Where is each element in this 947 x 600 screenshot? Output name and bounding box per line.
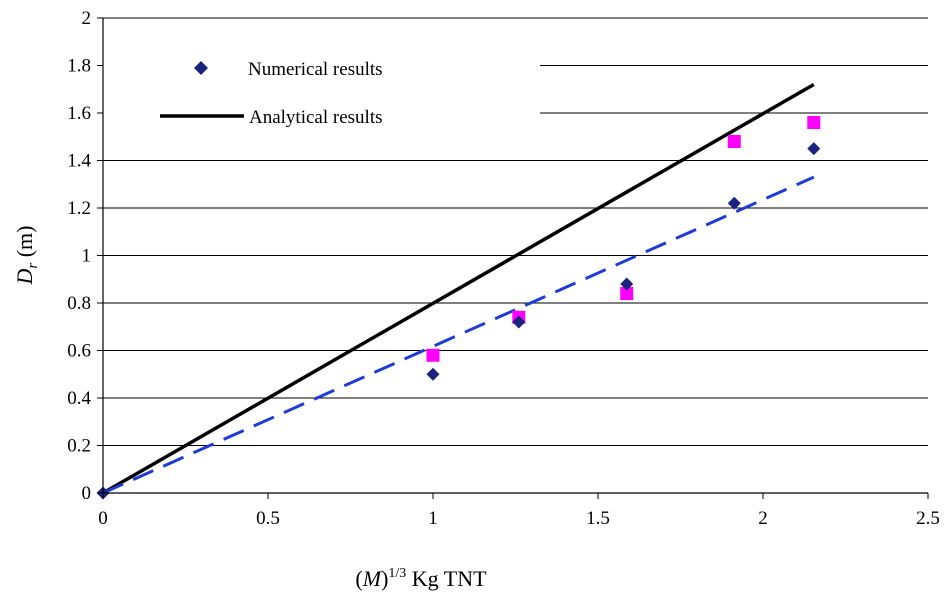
y-tick-label: 1 bbox=[82, 246, 92, 267]
legend-label: Numerical results bbox=[248, 59, 383, 80]
y-tick-label: 1.4 bbox=[67, 151, 91, 172]
y-tick-label: 1.6 bbox=[67, 103, 91, 124]
y-tick-label: 2 bbox=[82, 8, 92, 29]
grid bbox=[103, 17, 928, 446]
x-tick-label: 0 bbox=[98, 508, 108, 529]
plot-marks bbox=[96, 82, 821, 500]
square-point bbox=[620, 287, 634, 300]
numerical-point bbox=[727, 196, 741, 210]
square-point bbox=[426, 348, 440, 362]
numerical-point bbox=[426, 367, 440, 381]
y-tick-label: 0.2 bbox=[67, 436, 91, 457]
y-axis-title: Dr (m) bbox=[12, 226, 41, 286]
x-tick-label: 0.5 bbox=[256, 508, 280, 529]
x-axis-title: (M)1/3 Kg TNT bbox=[355, 566, 487, 591]
y-tick-label: 0.4 bbox=[67, 388, 91, 409]
legend-diamond-marker bbox=[194, 61, 208, 75]
legend-label: Analytical results bbox=[249, 107, 383, 128]
x-tick-label: 2.5 bbox=[916, 508, 940, 529]
square-point bbox=[727, 135, 741, 148]
axes bbox=[97, 17, 929, 499]
legend: Numerical results Analytical results bbox=[160, 59, 383, 128]
y-tick-label: 0 bbox=[82, 483, 92, 504]
numerical-point bbox=[512, 315, 526, 329]
x-tick-label: 1.5 bbox=[586, 508, 610, 529]
numerical-point bbox=[620, 277, 634, 291]
tick-labels: 0 0.2 0.4 0.6 0.8 1 1.2 1.4 1.6 1.8 2 0 0.5 1 1.5 2 2.5 bbox=[67, 8, 940, 529]
square-point bbox=[807, 116, 821, 129]
y-tick-label: 1.2 bbox=[67, 198, 91, 219]
dashed-trend-line bbox=[102, 175, 815, 495]
y-tick-label: 0.8 bbox=[67, 293, 91, 314]
analytical-line bbox=[102, 82, 815, 495]
numerical-point bbox=[807, 142, 821, 156]
x-tick-label: 1 bbox=[428, 508, 438, 529]
y-tick-label: 1.8 bbox=[67, 56, 91, 77]
x-tick-label: 2 bbox=[758, 508, 768, 529]
y-tick-label: 0.6 bbox=[67, 341, 91, 362]
